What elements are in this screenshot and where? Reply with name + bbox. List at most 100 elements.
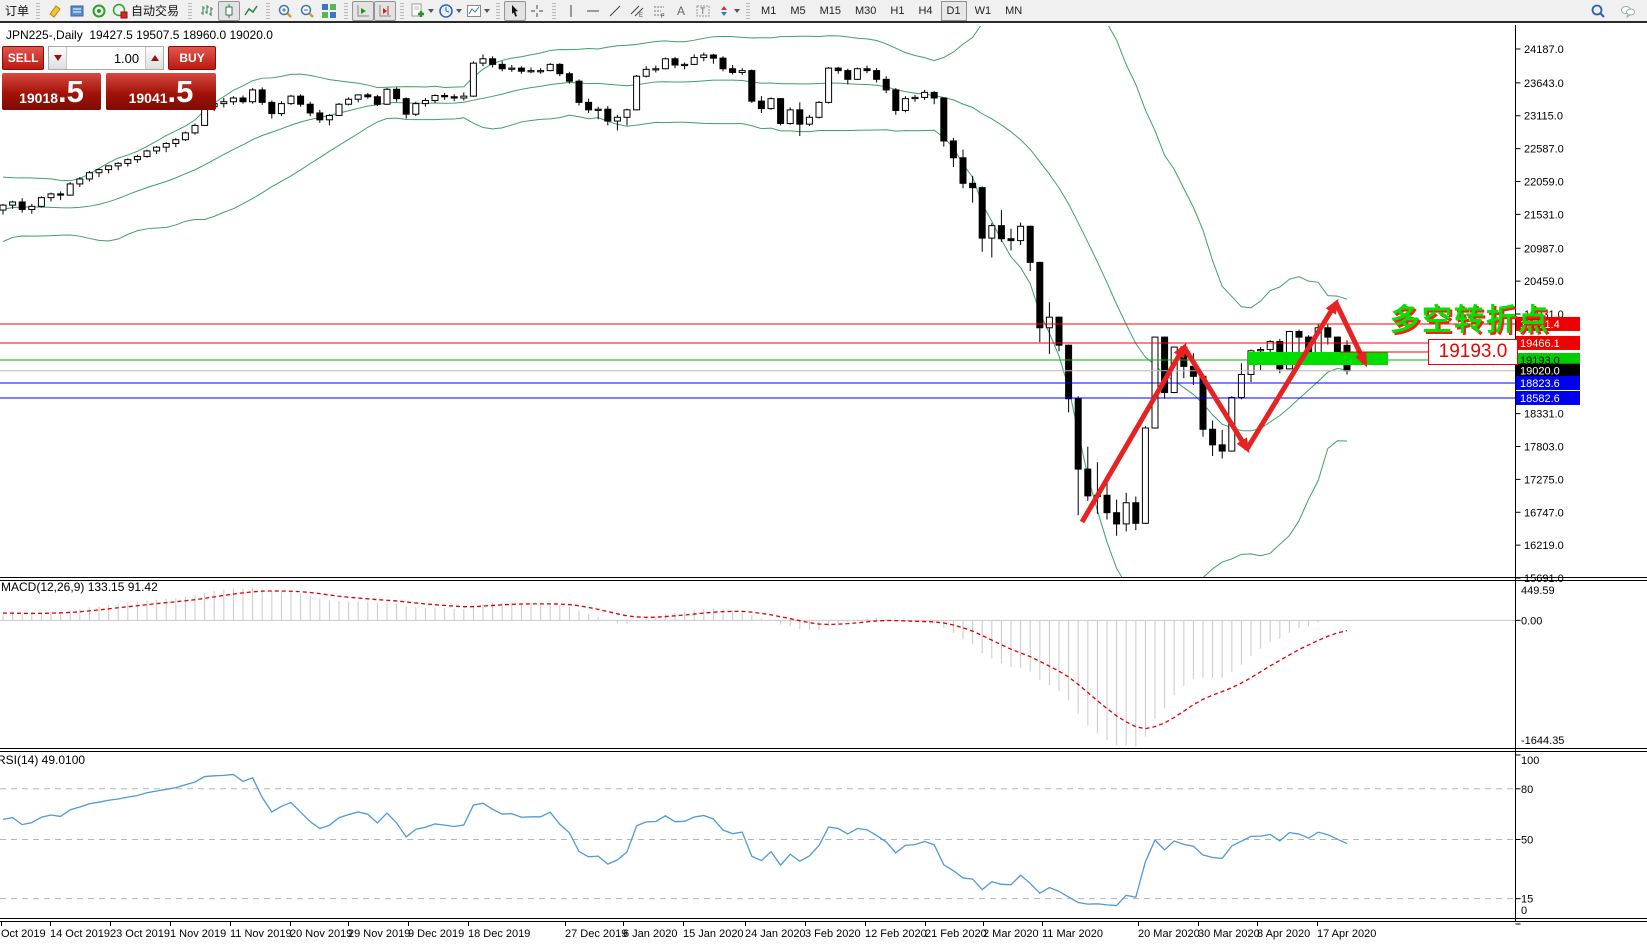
price-tag: 18582.6 (1520, 393, 1560, 405)
date-tick-label: 27 Dec 2019 (565, 928, 627, 940)
toolbar-grip[interactable] (400, 2, 405, 19)
timeframe-m5-button[interactable]: M5 (790, 4, 806, 17)
svg-text:A: A (677, 4, 685, 18)
tile-windows-button[interactable] (318, 1, 340, 21)
indicators-button[interactable] (408, 1, 436, 21)
volume-input[interactable] (67, 47, 146, 69)
price-tick-label: 18331.0 (1524, 409, 1564, 421)
volume-decrease-button[interactable] (49, 47, 68, 69)
signals-button[interactable] (88, 1, 110, 21)
candlestick-button[interactable] (218, 0, 241, 21)
date-tick-label: Oct 2019 (1, 928, 46, 940)
svg-text:E: E (639, 13, 643, 19)
toolbar-grip[interactable] (344, 2, 349, 19)
date-tick-label: 21 Feb 2020 (925, 928, 987, 940)
periods-button[interactable] (436, 1, 464, 21)
channel-button[interactable]: E (626, 1, 648, 21)
date-tick-label: 30 Mar 2020 (1198, 928, 1260, 940)
zoom-in-button[interactable] (274, 1, 296, 21)
chevron-down-icon (734, 8, 741, 13)
date-tick-label: 3 Feb 2020 (805, 928, 861, 940)
price-tick-label: 24187.0 (1524, 44, 1564, 56)
timeframe-d1-button[interactable]: D1 (940, 0, 967, 21)
buy-button[interactable]: BUY (168, 46, 216, 70)
date-tick-label: 12 Feb 2020 (865, 928, 927, 940)
triangle-down-icon (53, 55, 62, 61)
toolbar-grip[interactable] (36, 2, 41, 19)
toolbar-grip[interactable] (188, 2, 193, 19)
fibonacci-icon: F (651, 3, 667, 19)
chat-button[interactable] (1617, 1, 1639, 21)
tile-windows-icon (321, 3, 337, 19)
toolbar-grip[interactable] (746, 2, 751, 19)
symbol-ohlc: 19427.5 19507.5 18960.0 19020.0 (89, 28, 273, 42)
timeframe-m1-button[interactable]: M1 (761, 4, 777, 17)
timeframe-mn-button[interactable]: MN (1005, 4, 1023, 17)
date-tick-label: 8 Apr 2020 (1257, 928, 1310, 940)
fibonacci-button[interactable]: F (648, 1, 670, 21)
bar-chart-icon (199, 3, 215, 19)
trendline-button[interactable] (604, 1, 626, 21)
price-tick-label: 22587.0 (1524, 144, 1564, 156)
zoom-out-icon (299, 3, 315, 19)
date-tick-label: 23 Oct 2019 (110, 928, 170, 940)
new-order-button[interactable]: 订单 (5, 4, 30, 18)
search-button[interactable] (1587, 1, 1609, 21)
toolbar-grip[interactable] (266, 2, 271, 19)
timeframe-w1-button[interactable]: W1 (974, 4, 992, 17)
market-depth-icon (69, 3, 85, 19)
templates-button[interactable] (464, 1, 492, 21)
trendline-icon (607, 3, 623, 19)
timeframe-h1-button[interactable]: H1 (890, 4, 905, 17)
sell-price-display[interactable]: 19018 .5 (2, 73, 101, 110)
line-chart-button[interactable] (240, 1, 262, 21)
auto-scroll-button[interactable] (352, 0, 375, 21)
search-icon (1590, 3, 1606, 19)
volume-increase-button[interactable] (145, 47, 164, 69)
vline-icon (563, 3, 579, 19)
timeframe-m30-button[interactable]: M30 (855, 4, 877, 17)
line-chart-icon (243, 3, 259, 19)
price-tick-label: 15691.0 (1524, 573, 1564, 585)
level-price-box[interactable]: 19193.0 (1428, 339, 1518, 365)
hline-button[interactable] (582, 1, 604, 21)
date-tick-label: 2 Mar 2020 (983, 928, 1039, 940)
macd-zero-label: 0.00 (1521, 615, 1542, 627)
turning-point-annotation[interactable]: 多空转折点 (1390, 304, 1550, 337)
timeframe-h4-button[interactable]: H4 (918, 4, 933, 17)
price-tick-label: 20987.0 (1524, 243, 1564, 255)
market-depth-button[interactable] (66, 1, 88, 21)
price-tick-label: 20459.0 (1524, 276, 1564, 288)
trend-arrow (1079, 342, 1187, 524)
auto-scroll-icon (355, 3, 371, 19)
vline-button[interactable] (560, 1, 582, 21)
price-tag: 18823.6 (1520, 378, 1560, 390)
timeframe-m15-button[interactable]: M15 (819, 4, 841, 17)
rsi-indicator-label: RSI(14) 49.0100 (0, 753, 86, 767)
volume-stepper (48, 46, 165, 70)
text-button[interactable]: A (670, 1, 692, 21)
toolbar-grip[interactable] (552, 2, 557, 19)
zoom-out-button[interactable] (296, 1, 318, 21)
one-click-trading-panel: SELL BUY 19018 .5 19041 .5 (2, 46, 216, 110)
macd-indicator-label: MACD(12,26,9) 133.15 91.42 (1, 580, 158, 594)
label-button[interactable]: T (692, 1, 714, 21)
chart-shift-button[interactable] (374, 0, 397, 21)
metaeditor-button[interactable] (44, 1, 66, 21)
sell-button[interactable]: SELL (2, 46, 45, 70)
arrows-button[interactable] (714, 1, 742, 21)
macd-max-label: 449.59 (1521, 585, 1555, 597)
price-tag: 19466.1 (1520, 338, 1560, 350)
cursor-button[interactable] (504, 0, 527, 21)
price-tick-label: 23643.0 (1524, 78, 1564, 90)
price-tag: 19020.0 (1520, 366, 1560, 378)
symbol-info-line: JPN225-,Daily 19427.5 19507.5 18960.0 19… (6, 28, 273, 42)
buy-price-display[interactable]: 19041 .5 (106, 73, 216, 110)
autotrading-button[interactable]: 自动交易 (110, 1, 184, 21)
date-tick-label: 24 Jan 2020 (745, 928, 806, 940)
toolbar-grip[interactable] (496, 2, 501, 19)
trend-arrow (1333, 301, 1368, 368)
bar-chart-button[interactable] (196, 1, 218, 21)
crosshair-button[interactable] (526, 1, 548, 21)
